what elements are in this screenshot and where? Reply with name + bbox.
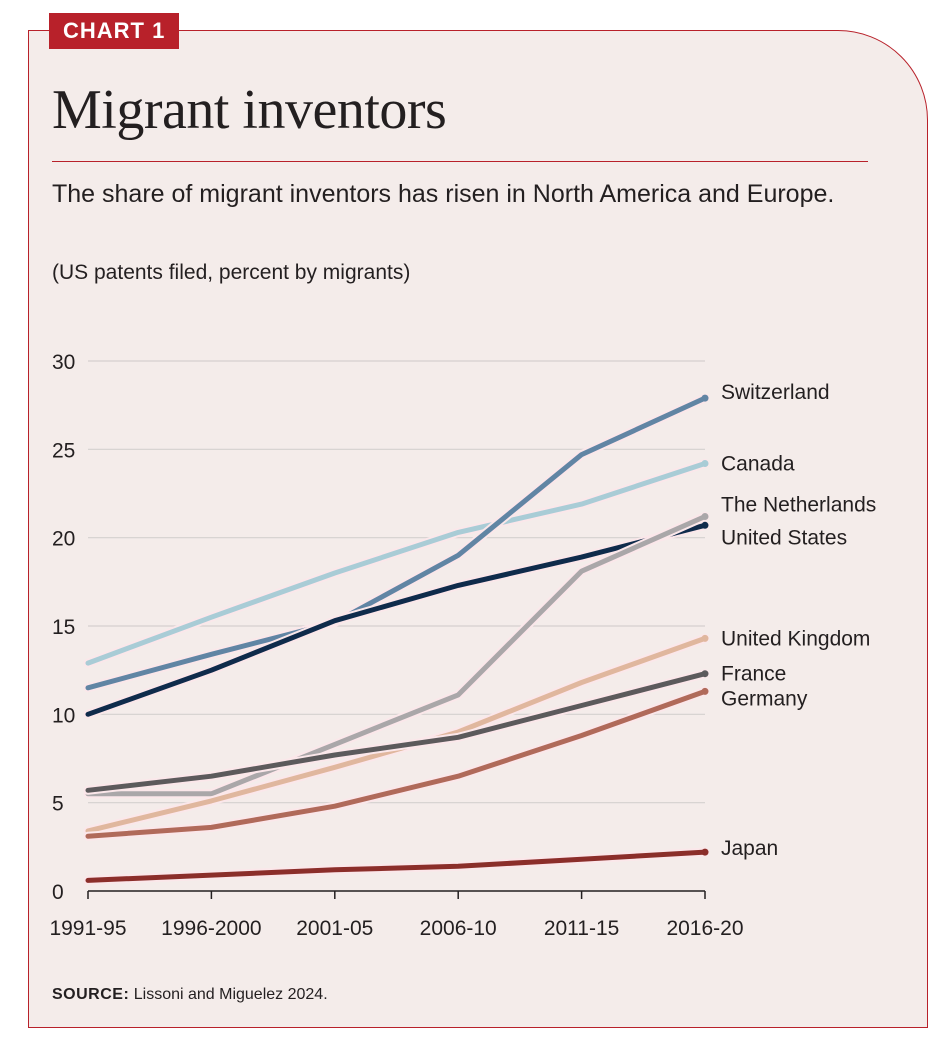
series-end-point-the-netherlands: [701, 512, 709, 520]
title-divider: [52, 161, 868, 162]
series-halo-germany: [83, 686, 710, 841]
series-label-the-netherlands: The Netherlands: [721, 493, 876, 516]
y-tick-label: 0: [52, 881, 64, 904]
series-line-germany: [85, 688, 708, 839]
source-note: SOURCE: Lissoni and Miguelez 2024.: [52, 986, 328, 1004]
y-tick-label: 20: [52, 528, 75, 551]
x-tick-label: 2011-15: [544, 917, 620, 940]
series-label-switzerland: Switzerland: [721, 381, 830, 404]
series-end-point-germany: [701, 687, 709, 695]
x-tick-label: 1991-95: [49, 917, 126, 940]
series-line-japan: [85, 849, 708, 883]
y-tick-label: 5: [52, 793, 64, 816]
series-label-japan: Japan: [721, 837, 778, 860]
series-end-point-switzerland: [701, 394, 709, 402]
x-tick-label: 2001-05: [296, 917, 373, 940]
y-tick-label: 15: [52, 616, 75, 639]
series-end-point-united-kingdom: [701, 634, 709, 642]
series-line-the-netherlands: [85, 514, 708, 797]
x-tick-label: 2006-10: [420, 917, 497, 940]
series-end-point-japan: [701, 848, 709, 856]
x-tick-label: 1996-2000: [161, 917, 261, 940]
series-end-point-france: [701, 670, 709, 678]
series-labels: Canada Switzerland United States The Nether…: [721, 381, 876, 860]
chart-units: (US patents filed, percent by migrants): [52, 261, 411, 284]
series-line-united-states: [85, 522, 708, 717]
chart-subtitle: The share of migrant inventors has risen…: [52, 180, 835, 208]
source-text: Lissoni and Miguelez 2024.: [133, 986, 328, 1003]
series-lines: [83, 393, 710, 885]
series-label-united-states: United States: [721, 526, 847, 549]
axes: 0 5 10 15 20 25 30 1991-95 1996-2000 2001-05 2006-…: [49, 351, 743, 940]
series-label-germany: Germany: [721, 687, 808, 710]
y-tick-label: 10: [52, 704, 75, 727]
chart-tag: CHART 1: [49, 13, 180, 49]
series-label-united-kingdom: United Kingdom: [721, 627, 870, 650]
series-halo-france: [83, 669, 710, 795]
chart-title: Migrant inventors: [52, 79, 447, 141]
y-tick-label: 25: [52, 439, 75, 462]
source-label: SOURCE:: [52, 986, 130, 1003]
series-label-canada: Canada: [721, 452, 795, 475]
series-label-france: France: [721, 663, 786, 686]
series-line-france: [85, 671, 708, 793]
series-end-point-canada: [701, 459, 709, 467]
series-line-switzerland: [85, 395, 708, 691]
series-end-point-united-states: [701, 521, 709, 529]
x-tick-label: 2016-20: [666, 917, 743, 940]
y-tick-label: 30: [52, 351, 75, 374]
grid-lines: [88, 360, 705, 804]
series-line-canada: [85, 461, 708, 666]
